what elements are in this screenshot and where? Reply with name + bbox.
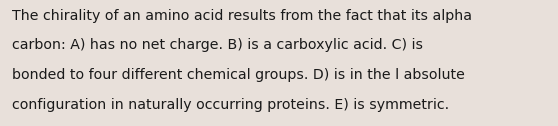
Text: The chirality of an amino acid results from the fact that its alpha: The chirality of an amino acid results f… (12, 9, 472, 23)
Text: carbon: A) has no net charge. B) is a carboxylic acid. C) is: carbon: A) has no net charge. B) is a ca… (12, 38, 424, 52)
Text: configuration in naturally occurring proteins. E) is symmetric.: configuration in naturally occurring pro… (12, 98, 449, 112)
Text: bonded to four different chemical groups. D) is in the l absolute: bonded to four different chemical groups… (12, 68, 465, 82)
